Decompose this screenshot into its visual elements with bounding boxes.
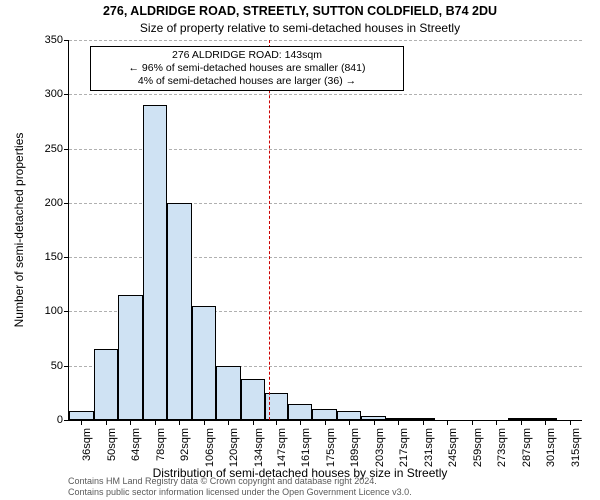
xtick-mark — [398, 420, 399, 425]
xtick-mark — [155, 420, 156, 425]
xtick-label: 92sqm — [179, 428, 191, 461]
xtick-label: 64sqm — [130, 428, 142, 461]
xtick-mark — [276, 420, 277, 425]
xtick-label: 134sqm — [253, 428, 265, 467]
chart-title-main: 276, ALDRIDGE ROAD, STREETLY, SUTTON COL… — [0, 4, 600, 18]
xtick-mark — [325, 420, 326, 425]
xtick-label: 315sqm — [570, 428, 582, 467]
xtick-mark — [81, 420, 82, 425]
xtick-label: 203sqm — [374, 428, 386, 467]
ytick-mark — [64, 311, 69, 312]
attribution-line1: Contains HM Land Registry data © Crown c… — [68, 476, 412, 487]
histogram-bar — [312, 409, 337, 420]
ytick-label: 50 — [51, 360, 63, 372]
ytick-mark — [64, 366, 69, 367]
xtick-mark — [570, 420, 571, 425]
xtick-label: 36sqm — [81, 428, 93, 461]
xtick-mark — [106, 420, 107, 425]
xtick-mark — [447, 420, 448, 425]
marker-line — [269, 40, 270, 420]
histogram-bar — [288, 404, 313, 420]
xtick-label: 287sqm — [521, 428, 533, 467]
histogram-bar — [69, 411, 94, 420]
histogram-bar — [167, 203, 192, 420]
chart-title-sub: Size of property relative to semi-detach… — [0, 21, 600, 35]
histogram-bar — [94, 349, 119, 420]
xtick-mark — [374, 420, 375, 425]
xtick-mark — [179, 420, 180, 425]
ytick-label: 200 — [45, 197, 63, 209]
ytick-mark — [64, 40, 69, 41]
xtick-label: 273sqm — [496, 428, 508, 467]
xtick-label: 147sqm — [276, 428, 288, 467]
histogram-bar — [216, 366, 241, 420]
xtick-mark — [300, 420, 301, 425]
attribution-text: Contains HM Land Registry data © Crown c… — [68, 476, 412, 498]
histogram-bar — [118, 295, 143, 420]
ytick-mark — [64, 203, 69, 204]
xtick-label: 50sqm — [106, 428, 118, 461]
y-axis-label: Number of semi-detached properties — [12, 133, 26, 328]
ytick-mark — [64, 257, 69, 258]
ytick-label: 350 — [45, 34, 63, 46]
xtick-label: 259sqm — [472, 428, 484, 467]
ytick-mark — [64, 94, 69, 95]
xtick-mark — [545, 420, 546, 425]
xtick-label: 161sqm — [300, 428, 312, 467]
xtick-mark — [521, 420, 522, 425]
xtick-label: 231sqm — [423, 428, 435, 467]
xtick-mark — [496, 420, 497, 425]
xtick-label: 175sqm — [325, 428, 337, 467]
annotation-line3: 4% of semi-detached houses are larger (3… — [97, 75, 397, 88]
xtick-label: 106sqm — [204, 428, 216, 467]
annotation-line1: 276 ALDRIDGE ROAD: 143sqm — [97, 49, 397, 62]
xtick-mark — [228, 420, 229, 425]
histogram-bar — [337, 411, 362, 420]
xtick-mark — [349, 420, 350, 425]
histogram-bar — [192, 306, 217, 420]
attribution-line2: Contains public sector information licen… — [68, 487, 412, 498]
xtick-mark — [253, 420, 254, 425]
annotation-box: 276 ALDRIDGE ROAD: 143sqm ← 96% of semi-… — [90, 46, 404, 91]
xtick-mark — [472, 420, 473, 425]
xtick-label: 120sqm — [228, 428, 240, 467]
ytick-label: 0 — [57, 414, 63, 426]
ytick-label: 300 — [45, 88, 63, 100]
xtick-label: 217sqm — [398, 428, 410, 467]
xtick-mark — [423, 420, 424, 425]
xtick-mark — [204, 420, 205, 425]
gridline-h — [69, 94, 582, 95]
ytick-mark — [64, 420, 69, 421]
xtick-label: 78sqm — [155, 428, 167, 461]
histogram-bar — [241, 379, 266, 420]
ytick-mark — [64, 149, 69, 150]
ytick-label: 100 — [45, 305, 63, 317]
plot-area: 05010015020025030035036sqm50sqm64sqm78sq… — [68, 40, 582, 421]
xtick-label: 245sqm — [447, 428, 459, 467]
xtick-label: 189sqm — [349, 428, 361, 467]
gridline-h — [69, 40, 582, 41]
annotation-line2: ← 96% of semi-detached houses are smalle… — [97, 62, 397, 75]
ytick-label: 250 — [45, 143, 63, 155]
ytick-label: 150 — [45, 251, 63, 263]
xtick-mark — [130, 420, 131, 425]
histogram-bar — [143, 105, 168, 420]
xtick-label: 301sqm — [545, 428, 557, 467]
figure: 276, ALDRIDGE ROAD, STREETLY, SUTTON COL… — [0, 0, 600, 500]
